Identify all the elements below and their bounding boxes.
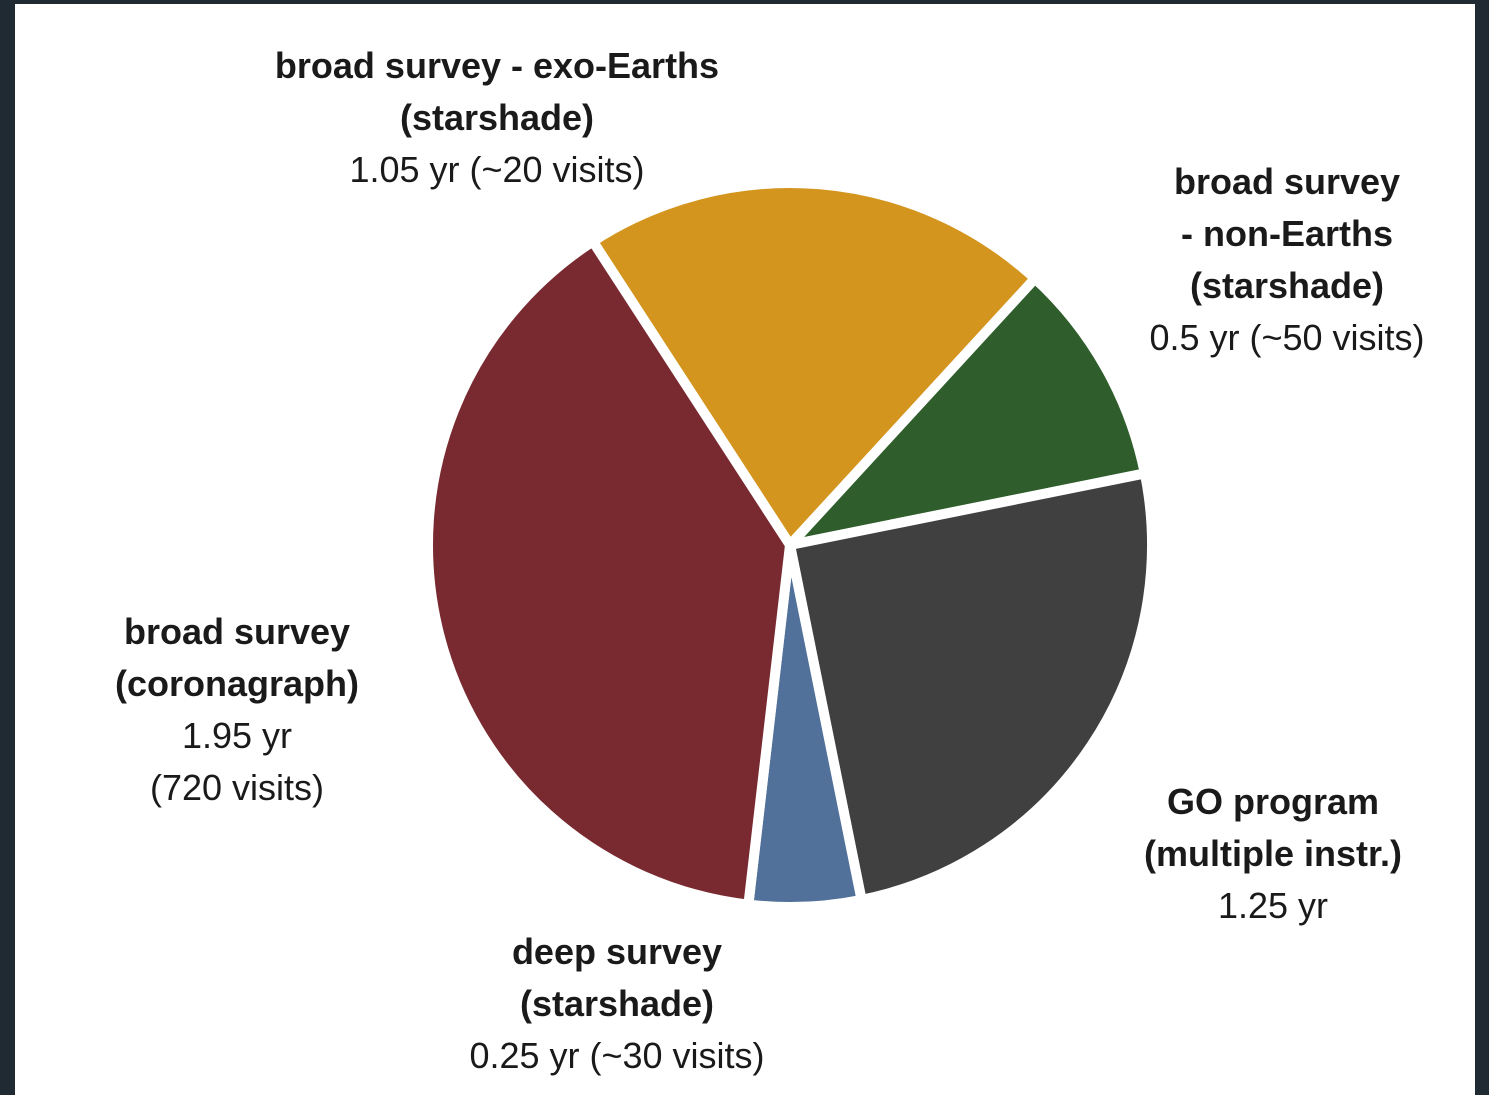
pie-slice — [785, 273, 1150, 550]
slice-label: broad survey (coronagraph) 1.95 yr (720 v… — [0, 606, 537, 814]
category-name: broad survey - exo-Earths (starshade) — [274, 45, 720, 138]
chart-panel: broad survey - exo-Earths (starshade) 1.0… — [15, 4, 1475, 1095]
category-name: broad survey - non-Earths (starshade) — [1173, 161, 1401, 306]
pie-chart — [423, 178, 1157, 912]
value-label: 0.5 yr (~50 visits) — [1149, 317, 1425, 358]
category-name: deep survey (starshade) — [511, 931, 723, 1024]
value-label: 0.25 yr (~30 visits) — [469, 1035, 765, 1076]
slice-label: GO program (multiple instr.) 1.25 yr — [973, 776, 1489, 932]
value-label: 1.95 yr (720 visits) — [149, 715, 325, 808]
pie-slice — [587, 178, 1041, 550]
slice-label: deep survey (starshade) 0.25 yr (~30 visi… — [317, 926, 917, 1082]
pie-slice — [785, 468, 1157, 905]
slice-label: broad survey - exo-Earths (starshade) 1.0… — [197, 40, 797, 196]
value-label: 1.05 yr (~20 visits) — [349, 149, 645, 190]
category-name: broad survey (coronagraph) — [114, 611, 359, 704]
category-name: GO program (multiple instr.) — [1143, 781, 1402, 874]
value-label: 1.25 yr — [1217, 885, 1329, 926]
pie-slice — [423, 236, 795, 910]
slice-label: broad survey - non-Earths (starshade) 0.5… — [987, 156, 1489, 364]
